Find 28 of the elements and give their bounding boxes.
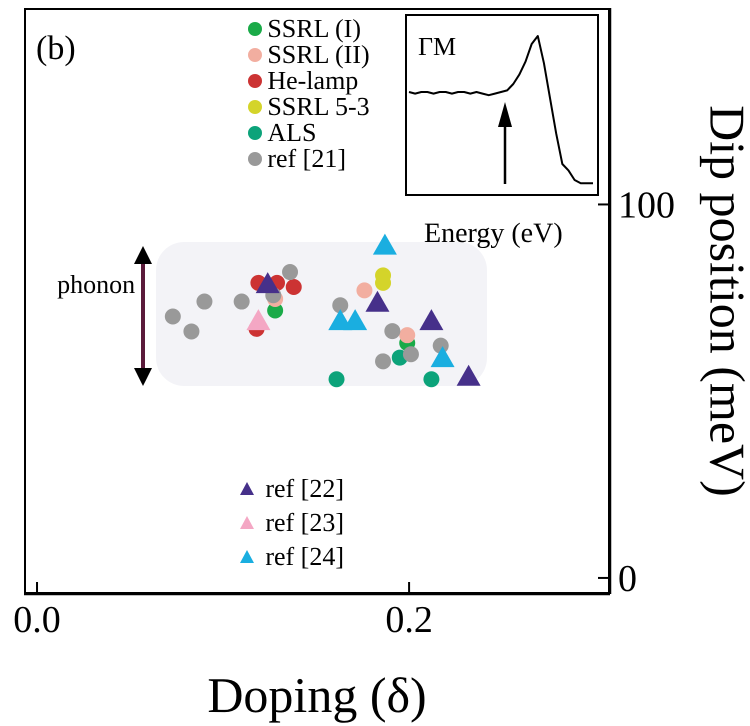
point (234, 294, 250, 310)
x-tick-label: 0.2 (385, 599, 433, 641)
x-axis-title: Doping (δ) (207, 667, 427, 723)
point (282, 264, 298, 280)
y-axis-title: Dip position (meV) (699, 105, 750, 497)
annotation: phonon (57, 270, 136, 299)
point (332, 297, 348, 314)
point (164, 308, 181, 324)
point (196, 294, 212, 310)
legend-label: SSRL (I) (267, 14, 361, 44)
point (384, 323, 400, 340)
point (183, 323, 200, 340)
point (328, 371, 345, 388)
point (423, 371, 440, 388)
annotation: (b) (36, 30, 76, 67)
y-tick-label: 100 (618, 184, 675, 226)
x-tick-label: 0.0 (13, 599, 61, 641)
point (399, 327, 416, 344)
point (402, 346, 419, 362)
x-axis-title: Energy (eV) (424, 218, 563, 249)
legend-label: ref [22] (265, 474, 344, 504)
legend-label: ref [24] (265, 542, 344, 572)
legend-label: ref [23] (265, 508, 344, 538)
annotation: ΓM (418, 32, 456, 61)
y-tick-label: 0 (618, 558, 637, 600)
point (286, 278, 302, 295)
point (356, 282, 372, 298)
point (375, 353, 392, 370)
